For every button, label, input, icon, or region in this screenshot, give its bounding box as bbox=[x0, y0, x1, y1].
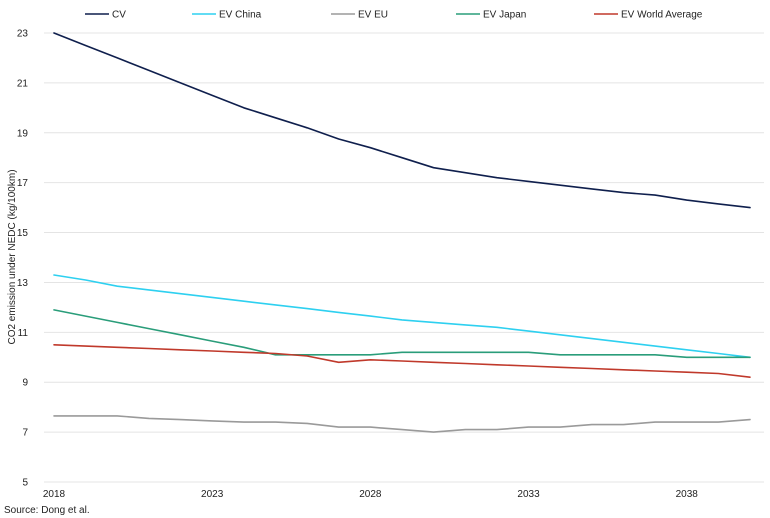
series-line-ev-world-average bbox=[53, 343, 751, 379]
series-line-ev-eu bbox=[53, 415, 751, 433]
x-tick-label: 2038 bbox=[676, 489, 699, 500]
y-tick-label: 13 bbox=[17, 278, 29, 289]
x-tick-label: 2018 bbox=[43, 489, 66, 500]
y-tick-label: 21 bbox=[17, 78, 29, 89]
x-tick-label: 2023 bbox=[201, 489, 224, 500]
y-tick-label: 7 bbox=[22, 428, 28, 439]
gridlines bbox=[44, 32, 764, 483]
x-tick-label: 2028 bbox=[359, 489, 382, 500]
y-tick-label: 23 bbox=[17, 29, 29, 40]
legend-label-ev-china: EV China bbox=[219, 10, 262, 21]
axes: 5 7 9 11 13 15 17 19 21 23 2018 2023 2028 2033 2038 bbox=[17, 29, 698, 501]
series-line-ev-japan bbox=[53, 309, 751, 359]
y-tick-label: 11 bbox=[18, 328, 29, 339]
legend-label-ev-world-average: EV World Average bbox=[621, 10, 703, 21]
legend-label-ev-japan: EV Japan bbox=[483, 10, 526, 21]
y-tick-label: 17 bbox=[17, 178, 29, 189]
y-tick-label: 15 bbox=[17, 228, 29, 239]
y-tick-label: 9 bbox=[22, 378, 28, 389]
legend-label-cv: CV bbox=[112, 10, 126, 21]
y-tick-label: 5 bbox=[22, 478, 28, 489]
y-tick-label: 19 bbox=[17, 128, 29, 139]
legend-label-ev-eu: EV EU bbox=[358, 10, 388, 21]
series-line-cv bbox=[53, 32, 751, 209]
y-axis-label: CO2 emission under NEDC (kg/100km) bbox=[7, 169, 18, 344]
x-tick-label: 2033 bbox=[517, 489, 540, 500]
source-note: Source: Dong et al. bbox=[4, 505, 90, 516]
series-lines bbox=[53, 32, 751, 433]
series-line-ev-china bbox=[53, 274, 751, 359]
legend: CV EV China EV EU EV Japan EV World Average bbox=[85, 10, 703, 21]
